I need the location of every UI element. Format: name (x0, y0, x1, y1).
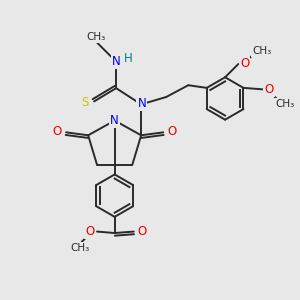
Text: O: O (264, 83, 274, 96)
Text: O: O (137, 225, 147, 238)
Text: N: N (110, 114, 119, 127)
Text: H: H (124, 52, 133, 65)
Text: O: O (85, 225, 94, 238)
Text: CH₃: CH₃ (70, 243, 90, 253)
Text: CH₃: CH₃ (86, 32, 105, 42)
Text: N: N (137, 97, 146, 110)
Text: CH₃: CH₃ (252, 46, 272, 56)
Text: N: N (112, 55, 121, 68)
Text: S: S (82, 96, 89, 110)
Text: O: O (167, 125, 177, 138)
Text: CH₃: CH₃ (276, 99, 295, 109)
Text: O: O (240, 57, 249, 70)
Text: O: O (52, 125, 62, 138)
